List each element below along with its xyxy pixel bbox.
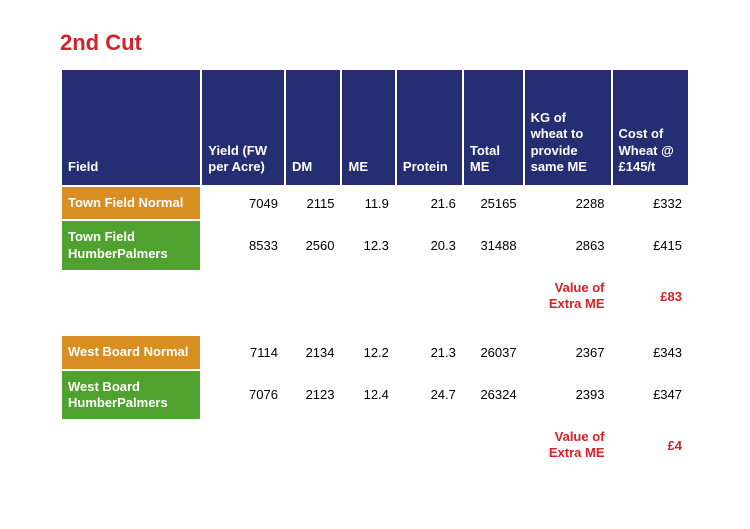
cell-me: 11.9 (341, 186, 395, 220)
cell-protein: 21.3 (396, 335, 463, 369)
cell-cost: £415 (612, 220, 690, 271)
empty-cell (463, 420, 524, 471)
empty-cell (61, 420, 201, 471)
empty-cell (201, 420, 285, 471)
cell-dm: 2115 (285, 186, 342, 220)
table-row: Town Field Normal7049211511.921.62516522… (61, 186, 689, 220)
cell-yield: 8533 (201, 220, 285, 271)
cell-totalme: 25165 (463, 186, 524, 220)
cell-totalme: 26037 (463, 335, 524, 369)
header-row: Field Yield (FW per Acre) DM ME Protein … (61, 69, 689, 186)
cell-cost: £332 (612, 186, 690, 220)
cell-dm: 2123 (285, 370, 342, 421)
spacer-row (61, 321, 689, 335)
header-yield: Yield (FW per Acre) (201, 69, 285, 186)
cell-protein: 21.6 (396, 186, 463, 220)
empty-cell (341, 420, 395, 471)
cell-kg: 2393 (524, 370, 612, 421)
cell-kg: 2367 (524, 335, 612, 369)
value-of-extra-me-label: Value of Extra ME (524, 271, 612, 322)
page-title: 2nd Cut (60, 30, 690, 56)
cell-me: 12.4 (341, 370, 395, 421)
cell-yield: 7114 (201, 335, 285, 369)
cell-cost: £343 (612, 335, 690, 369)
empty-cell (396, 271, 463, 322)
cell-dm: 2134 (285, 335, 342, 369)
table-row: West Board Normal7114213412.221.32603723… (61, 335, 689, 369)
header-cost: Cost of Wheat @ £145/t (612, 69, 690, 186)
value-row: Value of Extra ME£4 (61, 420, 689, 471)
empty-cell (285, 420, 342, 471)
header-protein: Protein (396, 69, 463, 186)
value-of-extra-me-amount: £4 (612, 420, 690, 471)
header-totalme: Total ME (463, 69, 524, 186)
field-label-cell: West Board Normal (61, 335, 201, 369)
cell-protein: 24.7 (396, 370, 463, 421)
field-label-cell: West Board HumberPalmers (61, 370, 201, 421)
cell-yield: 7076 (201, 370, 285, 421)
field-label-cell: Town Field Normal (61, 186, 201, 220)
header-dm: DM (285, 69, 342, 186)
empty-cell (341, 271, 395, 322)
table-row: West Board HumberPalmers7076212312.424.7… (61, 370, 689, 421)
cell-dm: 2560 (285, 220, 342, 271)
cell-me: 12.2 (341, 335, 395, 369)
table-row: Town Field HumberPalmers8533256012.320.3… (61, 220, 689, 271)
value-of-extra-me-amount: £83 (612, 271, 690, 322)
data-table: Field Yield (FW per Acre) DM ME Protein … (60, 68, 690, 472)
header-field: Field (61, 69, 201, 186)
cell-yield: 7049 (201, 186, 285, 220)
empty-cell (396, 420, 463, 471)
cell-totalme: 26324 (463, 370, 524, 421)
cell-protein: 20.3 (396, 220, 463, 271)
empty-cell (201, 271, 285, 322)
empty-cell (463, 271, 524, 322)
header-me: ME (341, 69, 395, 186)
cell-kg: 2863 (524, 220, 612, 271)
cell-cost: £347 (612, 370, 690, 421)
header-kg: KG of wheat to provide same ME (524, 69, 612, 186)
cell-me: 12.3 (341, 220, 395, 271)
cell-kg: 2288 (524, 186, 612, 220)
cell-totalme: 31488 (463, 220, 524, 271)
value-row: Value of Extra ME£83 (61, 271, 689, 322)
field-label-cell: Town Field HumberPalmers (61, 220, 201, 271)
value-of-extra-me-label: Value of Extra ME (524, 420, 612, 471)
empty-cell (285, 271, 342, 322)
empty-cell (61, 271, 201, 322)
